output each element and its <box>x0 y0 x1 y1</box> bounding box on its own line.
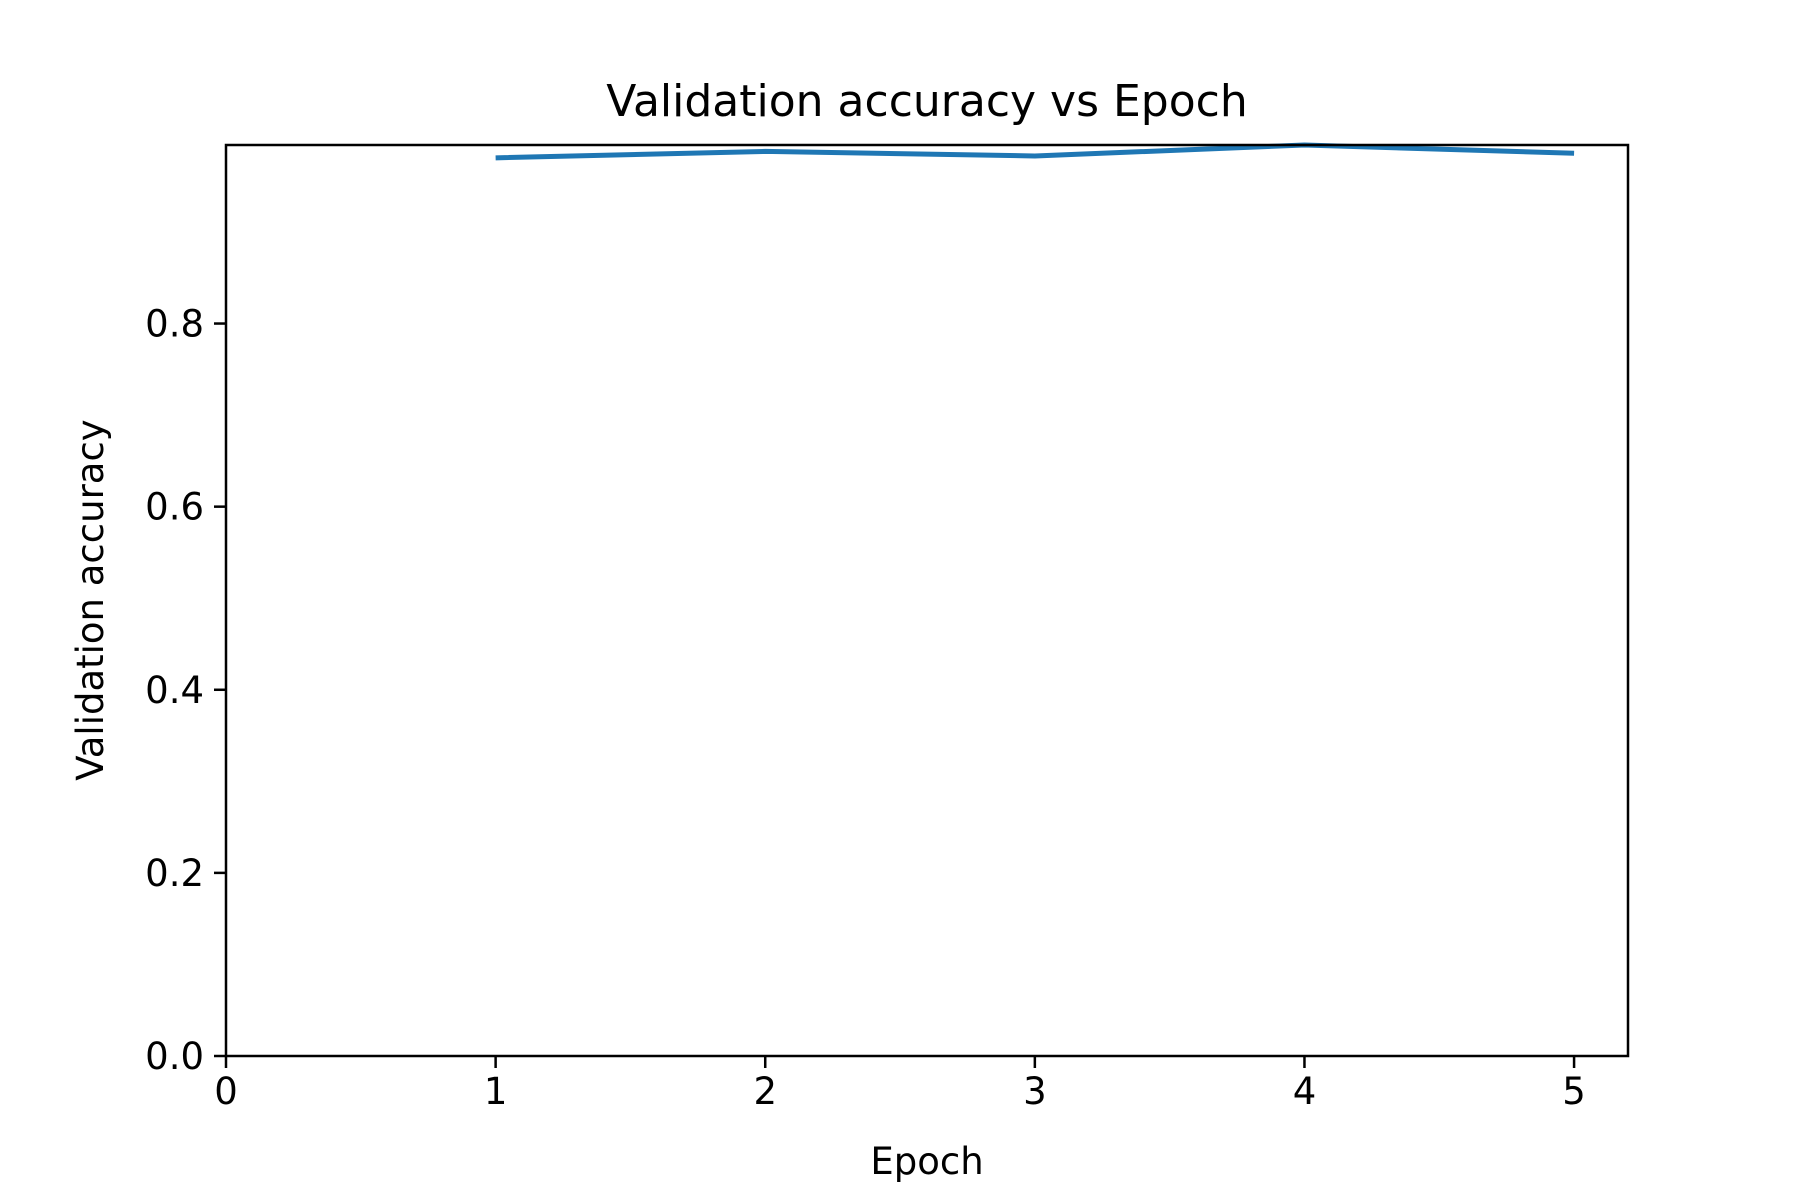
y-tick-label: 0.2 <box>145 852 204 895</box>
series-line <box>495 142 1575 161</box>
x-tick-label: 2 <box>753 1070 777 1113</box>
x-tick-label: 1 <box>484 1070 508 1113</box>
x-tick-label: 0 <box>214 1070 238 1113</box>
x-axis-label: Epoch <box>870 1140 983 1183</box>
y-tick-label: 0.0 <box>145 1035 204 1078</box>
x-axis: 0 1 2 3 4 5 <box>214 1056 1586 1113</box>
x-tick-label: 4 <box>1293 1070 1317 1113</box>
y-axis: 0.0 0.2 0.4 0.6 0.8 <box>145 303 226 1078</box>
y-tick-label: 0.8 <box>145 303 204 346</box>
x-tick-label: 5 <box>1562 1070 1586 1113</box>
x-tick-label: 3 <box>1023 1070 1047 1113</box>
y-tick-label: 0.4 <box>145 669 204 712</box>
y-tick-label: 0.6 <box>145 486 204 529</box>
chart-title: Validation accuracy vs Epoch <box>606 76 1247 127</box>
plot-frame <box>224 143 1630 1058</box>
y-axis-label: Validation accuracy <box>69 419 112 780</box>
plot-area <box>495 142 1575 161</box>
